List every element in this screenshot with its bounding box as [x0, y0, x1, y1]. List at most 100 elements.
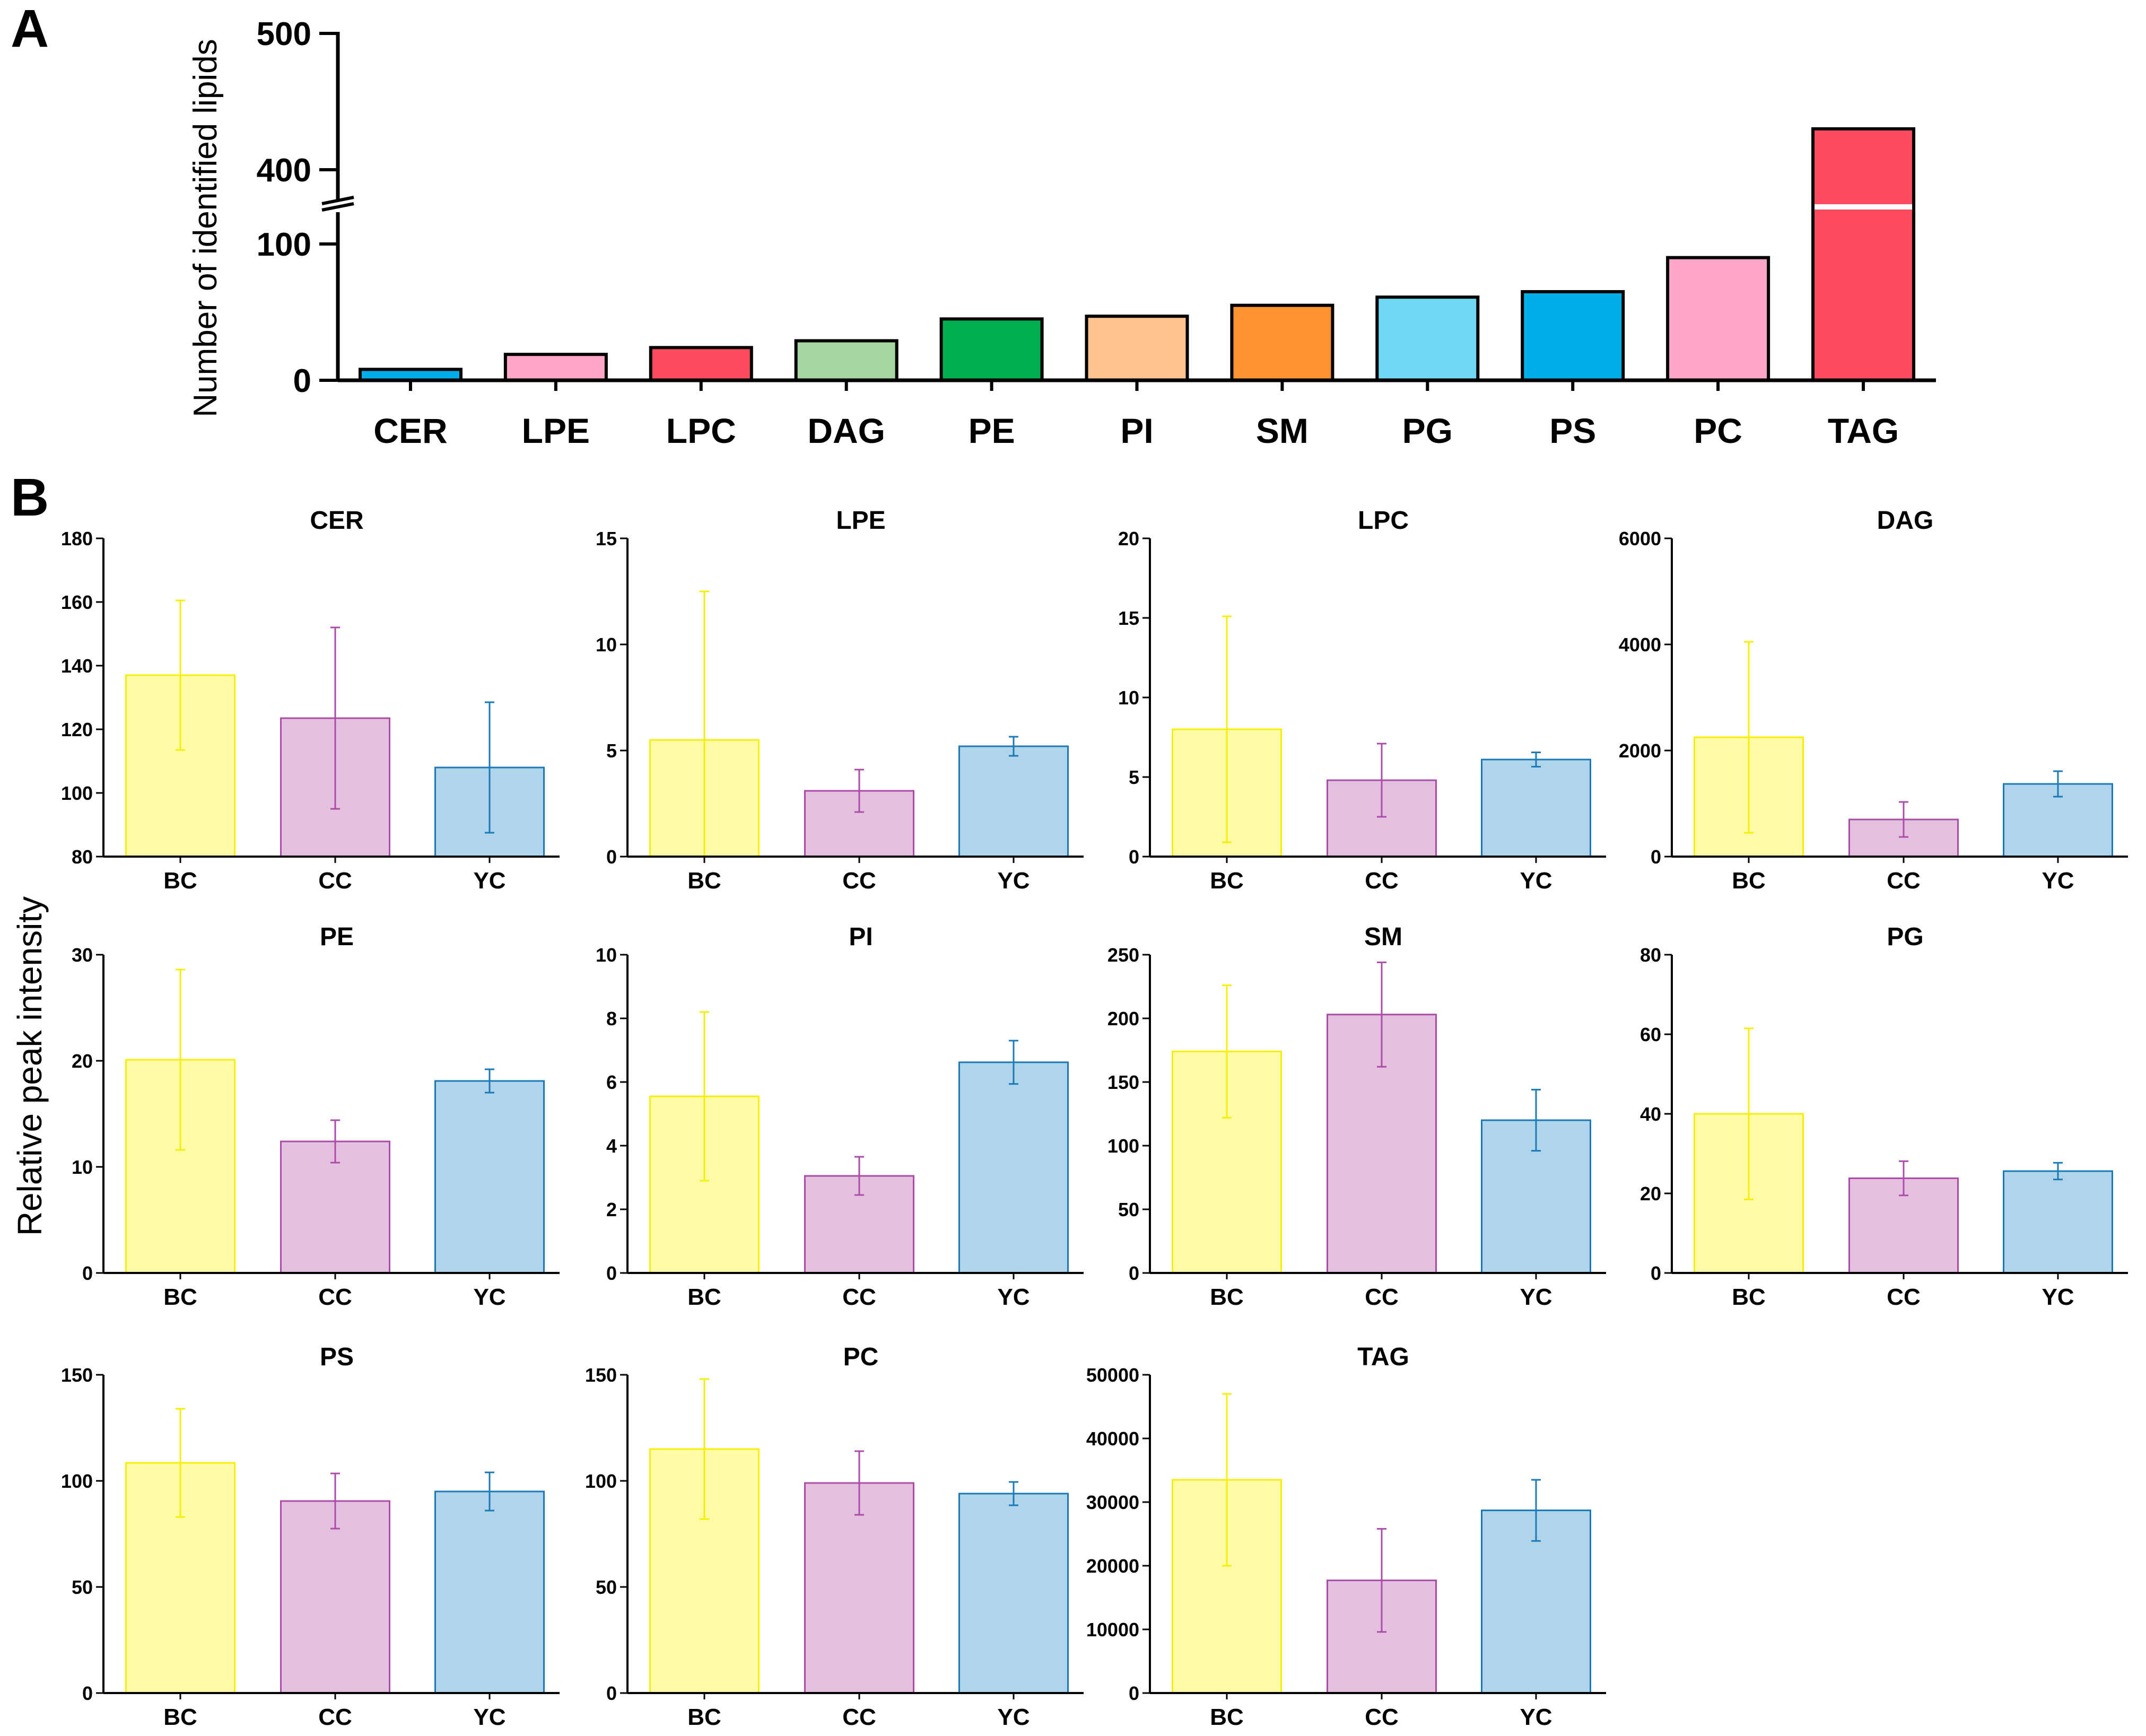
- x-tick-label: DAG: [807, 411, 885, 450]
- subplot-ps: PS BC CC YC 0 50 100 150: [61, 1343, 560, 1730]
- y-tick-label: 15: [1118, 607, 1139, 629]
- subplot-title: SM: [1364, 923, 1402, 951]
- x-tick-label: YC: [1520, 1704, 1552, 1730]
- x-tick-label: CC: [1887, 1284, 1921, 1310]
- bar-ps: [1521, 290, 1625, 382]
- y-tick-label: 180: [61, 528, 93, 549]
- y-tick-label: 0: [293, 363, 311, 399]
- y-tick-label: 10: [596, 634, 617, 656]
- x-tick-label: YC: [1520, 868, 1552, 894]
- bar-tag: [1811, 127, 1916, 382]
- subplot-lpe: LPE BC CC YC 0 5 10 15: [596, 507, 1084, 894]
- x-tick-label: BC: [1732, 1284, 1766, 1310]
- axis-break-mark: [321, 196, 354, 205]
- x-tick-label: BC: [687, 868, 721, 894]
- panel-b-y-axis-label: Relative peak intensity: [11, 896, 49, 1236]
- y-tick-label: 150: [585, 1364, 617, 1386]
- x-tick-label: BC: [1210, 868, 1244, 894]
- x-tick-label: PS: [1549, 411, 1596, 450]
- x-tick-label: YC: [473, 1284, 505, 1310]
- y-tick-label: 140: [61, 655, 93, 677]
- bar-yc: [958, 1493, 1069, 1694]
- subplot-cer: CER BC CC YC 80 100 120 140 160 180: [61, 507, 560, 894]
- x-tick-label: BC: [163, 1704, 197, 1730]
- y-tick-label: 150: [1107, 1071, 1139, 1093]
- panel-label-a: A: [11, 0, 49, 58]
- x-tick-label: CC: [1365, 1284, 1399, 1310]
- y-tick-label: 0: [606, 1262, 617, 1284]
- bar-lpe: [503, 353, 608, 382]
- x-tick-label: CC: [842, 1284, 876, 1310]
- y-tick-label: 0: [1129, 1682, 1139, 1704]
- x-tick-label: LPE: [522, 411, 590, 450]
- subplot-pc: PC BC CC YC 0 50 100 150: [585, 1343, 1084, 1730]
- bar-pc: [1666, 256, 1770, 382]
- panel-a-bar-chart: CER LPE LPC DAG PE PI SM PG PS PC TAG 0 100 400 500: [257, 16, 1936, 450]
- x-tick-label: CC: [1365, 868, 1399, 894]
- y-tick-label: 100: [1107, 1135, 1139, 1157]
- y-tick-label: 20: [1640, 1183, 1661, 1205]
- x-tick-label: YC: [2042, 868, 2074, 894]
- y-tick-label: 4000: [1619, 634, 1661, 656]
- y-tick-label: 40000: [1086, 1428, 1139, 1450]
- x-tick-label: YC: [473, 1704, 505, 1730]
- x-tick-label: CER: [373, 411, 447, 450]
- y-tick-label: 20: [1118, 528, 1139, 549]
- subplot-pe: PE BC CC YC 0 10 20 30: [72, 923, 560, 1310]
- x-tick-label: CC: [1887, 868, 1921, 894]
- y-tick-label: 60: [1640, 1024, 1661, 1045]
- panel-a-y-axis-label: Number of identified lipids: [187, 39, 224, 417]
- y-tick-label: 2: [606, 1199, 617, 1220]
- y-tick-label: 50000: [1086, 1364, 1139, 1386]
- y-tick-label: 2000: [1619, 740, 1661, 762]
- axis-break-gap: [1814, 204, 1913, 210]
- y-tick-label: 100: [585, 1470, 617, 1492]
- bar-yc: [434, 1080, 545, 1274]
- y-tick-label: 40: [1640, 1103, 1661, 1125]
- x-tick-label: BC: [1210, 1704, 1244, 1730]
- subplot-title: DAG: [1877, 507, 1934, 535]
- bar-lpc: [649, 346, 753, 382]
- y-tick-label: 250: [1107, 944, 1139, 966]
- bar-pg: [1375, 295, 1480, 382]
- x-tick-label: SM: [1256, 411, 1308, 450]
- subplot-title: PC: [843, 1343, 879, 1371]
- y-tick-label: 120: [61, 719, 93, 740]
- x-tick-label: CC: [842, 1704, 876, 1730]
- subplot-title: LPC: [1358, 507, 1409, 535]
- x-tick-label: PI: [1120, 411, 1153, 450]
- subplot-title: PE: [320, 923, 354, 951]
- x-tick-label: BC: [1732, 868, 1766, 894]
- bar-cc: [804, 1482, 914, 1694]
- y-tick-label: 0: [1129, 846, 1139, 868]
- axis-break-mark: [321, 202, 354, 212]
- subplot-title: CER: [310, 507, 363, 535]
- y-tick-label: 200: [1107, 1008, 1139, 1030]
- subplot-sm: SM BC CC YC 0 50 100 150 200 250: [1107, 923, 1606, 1310]
- subplot-lpc: LPC BC CC YC 0 5 10 15 20: [1118, 507, 1606, 894]
- y-tick-label: 80: [72, 846, 93, 868]
- x-tick-label: BC: [163, 868, 197, 894]
- y-tick-label: 10: [1118, 687, 1139, 709]
- subplot-title: PI: [849, 923, 873, 951]
- x-tick-label: LPC: [666, 411, 736, 450]
- x-tick-label: YC: [997, 1284, 1030, 1310]
- bar-yc: [958, 745, 1069, 858]
- y-tick-label: 100: [257, 226, 311, 263]
- y-tick-label: 0: [82, 1682, 93, 1704]
- bar-dag: [794, 339, 898, 382]
- y-tick-label: 50: [1118, 1199, 1139, 1220]
- x-tick-label: YC: [2042, 1284, 2074, 1310]
- x-tick-label: BC: [163, 1284, 197, 1310]
- x-tick-label: CC: [1365, 1704, 1399, 1730]
- y-tick-label: 8: [606, 1008, 617, 1030]
- y-tick-label: 160: [61, 591, 93, 613]
- bar-yc: [2003, 1170, 2113, 1274]
- y-tick-label: 100: [61, 1470, 93, 1492]
- bar-yc: [958, 1061, 1069, 1274]
- bar-sm: [1230, 303, 1334, 382]
- y-tick-label: 30000: [1086, 1491, 1139, 1513]
- y-tick-label: 0: [1129, 1262, 1139, 1284]
